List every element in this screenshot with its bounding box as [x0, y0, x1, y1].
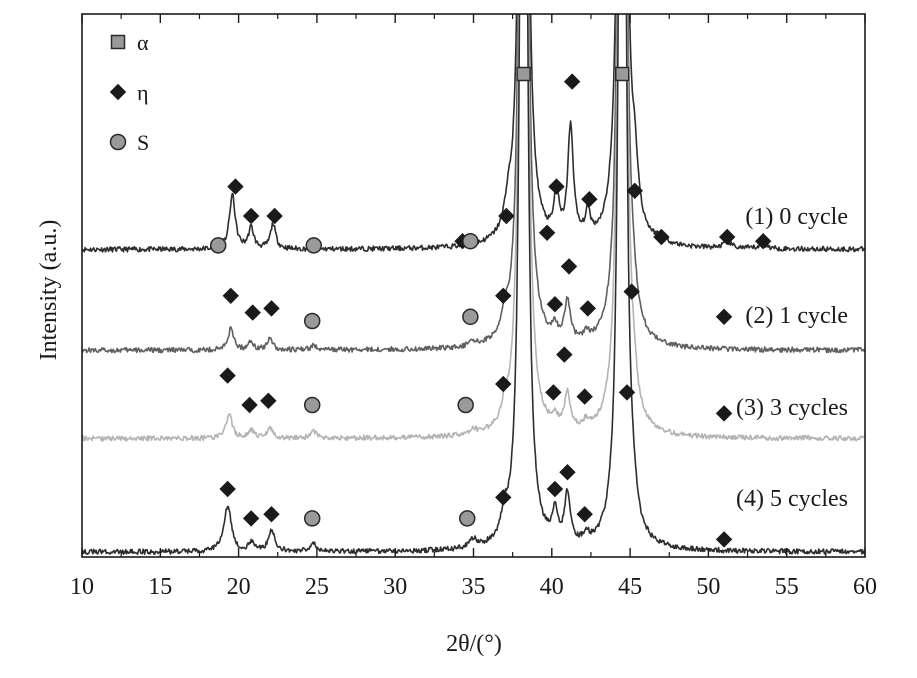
series-4-marker-4 [303, 510, 321, 527]
series-3-marker-1 [219, 367, 236, 384]
series-2-marker-8 [560, 258, 578, 275]
series-2-marker-7 [546, 295, 564, 313]
series-3-marker-8 [556, 346, 573, 363]
alpha-peak-marker-1 [516, 66, 531, 82]
series-2-marker-11 [715, 308, 733, 326]
series-label-1: (1) 0 cycle [745, 204, 848, 230]
series-label-3: (3) 3 cycles [736, 395, 848, 421]
series-1-marker-12 [581, 190, 598, 208]
series-3-marker-2 [241, 396, 258, 414]
series-2-marker-6 [495, 287, 512, 305]
y-axis-title: Intensity (a.u.) [36, 220, 62, 361]
series-4-marker-2 [242, 510, 260, 527]
series-2-marker-9 [579, 300, 597, 317]
series-1-marker-1 [209, 237, 227, 254]
legend-marker-3 [109, 133, 127, 151]
x-tick-label-50: 50 [696, 574, 720, 600]
series-1-marker-8 [498, 207, 515, 225]
series-1-marker-13 [626, 182, 644, 200]
series-1-marker-2 [227, 178, 244, 195]
series-2-marker-1 [222, 287, 239, 305]
series-3-marker-6 [495, 375, 512, 393]
legend: αηS [109, 30, 149, 155]
series-1-marker-9 [538, 224, 556, 242]
legend-label-3: S [137, 130, 149, 155]
series-line-4 [82, 14, 865, 555]
series-2-marker-2 [244, 304, 261, 321]
plot-frame [81, 13, 866, 558]
series-2-marker-4 [303, 312, 321, 330]
series-2-marker-10 [623, 283, 640, 300]
x-tick-label-30: 30 [383, 574, 407, 600]
series-label-2: (2) 1 cycle [745, 303, 848, 329]
series-4-marker-5 [458, 510, 476, 527]
series-label-4: (4) 5 cycles [736, 486, 848, 512]
series-1-marker-7 [462, 232, 479, 250]
x-tick-label-60: 60 [853, 574, 877, 600]
plot-area [82, 14, 865, 555]
series-2-marker-5 [462, 308, 479, 326]
series-1-marker-11 [563, 73, 581, 90]
series-1-marker-15 [718, 228, 736, 246]
legend-marker-1 [110, 34, 126, 50]
series-4-marker-1 [219, 480, 236, 498]
legend-marker-2 [109, 83, 127, 101]
series-1-marker-4 [266, 207, 283, 225]
series-3-marker-3 [260, 392, 277, 410]
series-line-2 [82, 14, 865, 354]
series-1-marker-14 [653, 228, 670, 246]
x-tick-label-40: 40 [540, 574, 564, 600]
x-tick-label-20: 20 [227, 574, 251, 600]
x-tick-label-45: 45 [618, 574, 642, 600]
series-1-marker-16 [755, 232, 772, 250]
series-1-marker-10 [548, 178, 565, 195]
series-3-marker-4 [303, 396, 321, 414]
series-1-marker-3 [242, 207, 260, 225]
x-tick-label-10: 10 [70, 574, 94, 600]
x-tick-label-55: 55 [775, 574, 799, 600]
series-3-marker-5 [457, 396, 474, 414]
series-3-marker-11 [715, 405, 733, 422]
series-3-marker-9 [576, 388, 593, 405]
series-2-marker-3 [263, 300, 280, 317]
x-tick-label-25: 25 [305, 574, 329, 600]
legend-label-2: η [137, 80, 149, 105]
x-axis-title: 2θ/(°) [446, 631, 502, 657]
series-4-marker-7 [546, 480, 564, 498]
series-4-marker-3 [263, 505, 280, 523]
series-4-marker-10 [715, 531, 733, 548]
series-1-marker-5 [305, 237, 323, 254]
series-4-marker-9 [576, 505, 593, 523]
series-line-3 [82, 14, 865, 442]
series-3-marker-7 [545, 384, 562, 401]
series-3-marker-10 [618, 384, 636, 401]
legend-label-1: α [137, 30, 149, 55]
x-tick-label-35: 35 [462, 574, 486, 600]
x-tick-label-15: 15 [148, 574, 172, 600]
series-4-marker-8 [559, 463, 576, 481]
alpha-peak-marker-2 [615, 66, 630, 82]
series-4-marker-6 [495, 489, 512, 506]
